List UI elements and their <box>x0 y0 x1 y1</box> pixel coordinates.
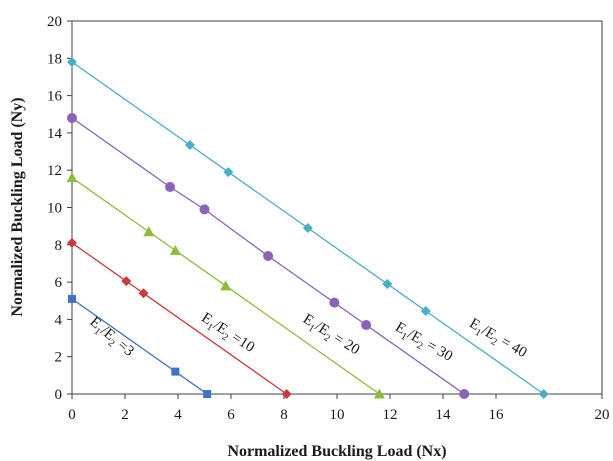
series-label-part: 2 <box>489 336 499 348</box>
y-tick-label: 12 <box>47 163 62 179</box>
x-axis-title: Normalized Buckling Load (Nx) <box>227 443 446 460</box>
x-tick-label: 12 <box>383 407 398 423</box>
series-layer <box>66 57 549 399</box>
data-point <box>184 140 195 151</box>
data-point <box>67 57 77 68</box>
y-tick-label: 0 <box>55 387 63 403</box>
data-point <box>138 288 149 299</box>
data-point <box>361 319 372 330</box>
series-label-part: 2 <box>415 340 425 352</box>
data-point <box>203 390 212 398</box>
x-tick-label: 2 <box>121 407 129 423</box>
x-tick-label: 8 <box>280 407 288 423</box>
x-tick-label: 4 <box>174 407 182 423</box>
data-point <box>121 276 132 287</box>
series-2 <box>66 172 385 399</box>
y-tick-label: 6 <box>55 275 63 291</box>
series-3 <box>67 112 470 399</box>
data-point <box>329 297 340 308</box>
series-line <box>71 242 288 395</box>
data-point <box>459 389 470 399</box>
series-label-part: 1 <box>205 322 215 334</box>
data-point <box>199 204 210 215</box>
series-label-part: 1 <box>92 326 103 338</box>
data-point <box>281 389 292 399</box>
series-label-part: 1 <box>399 331 409 343</box>
data-point <box>302 223 313 234</box>
y-tick-label: 14 <box>47 126 63 142</box>
series-4 <box>67 57 549 399</box>
y-tick-label: 10 <box>47 201 62 217</box>
x-tick-label: 16 <box>489 407 505 423</box>
data-point <box>165 181 176 192</box>
data-point <box>66 172 78 183</box>
y-tick-label: 20 <box>47 14 62 30</box>
data-point <box>68 294 76 303</box>
y-axis-title: Normalized Buckling Load (Ny) <box>9 97 26 316</box>
data-point <box>223 167 234 178</box>
y-tick-label: 18 <box>47 51 62 67</box>
x-tick-label: 14 <box>436 407 452 423</box>
x-tick-label: 20 <box>595 407 610 423</box>
data-point <box>171 367 180 376</box>
series-1 <box>67 237 292 399</box>
x-tick-label: 6 <box>227 407 235 423</box>
series-label-part: 2 <box>106 338 117 350</box>
y-tick-label: 2 <box>55 350 63 366</box>
series-label-part: 2 <box>220 332 230 344</box>
x-tick-label: 10 <box>330 407 345 423</box>
y-tick-label: 8 <box>55 238 63 254</box>
series-label: E1/E2 = 40 <box>465 316 529 364</box>
series-0 <box>68 294 212 398</box>
series-label-part: 2 <box>322 332 332 344</box>
data-point <box>538 389 549 399</box>
data-point <box>420 306 431 317</box>
data-point <box>263 250 274 261</box>
y-tick-label: 4 <box>55 312 63 328</box>
series-label-part: 1 <box>306 323 316 335</box>
data-point <box>382 278 393 289</box>
plot-area <box>71 20 603 395</box>
data-point <box>169 244 181 255</box>
data-point <box>143 226 155 237</box>
data-point <box>220 280 232 291</box>
x-tick-label: 0 <box>68 407 76 423</box>
series-label-part: 1 <box>473 327 483 339</box>
data-point <box>67 112 77 123</box>
y-tick-label: 16 <box>47 89 63 105</box>
data-point <box>373 388 385 399</box>
data-point <box>67 237 77 248</box>
